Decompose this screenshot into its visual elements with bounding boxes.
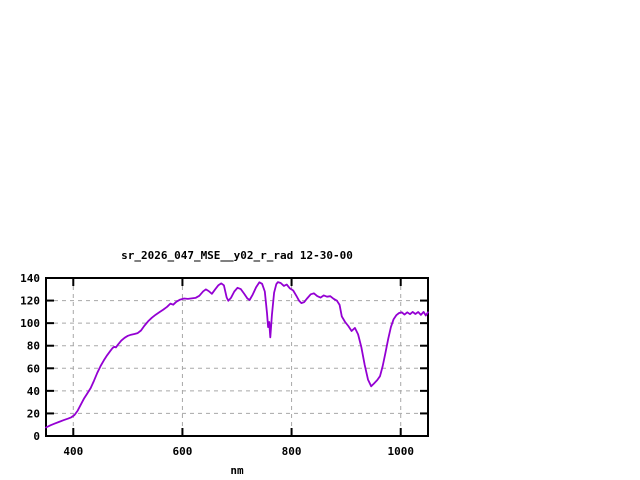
y-tick-label: 0 bbox=[33, 430, 40, 443]
chart-title: sr_2026_047_MSE__y02_r_rad 12-30-00 bbox=[121, 249, 353, 262]
x-tick-label: 1000 bbox=[387, 445, 414, 458]
y-tick-label: 100 bbox=[20, 317, 40, 330]
spectrum-line bbox=[45, 281, 429, 429]
y-tick-label: 20 bbox=[27, 407, 40, 420]
y-tick-label: 40 bbox=[27, 385, 40, 398]
x-tick-label: 600 bbox=[172, 445, 192, 458]
y-tick-label: 120 bbox=[20, 295, 40, 308]
plot-border bbox=[45, 277, 429, 437]
y-tick-label: 80 bbox=[27, 340, 40, 353]
x-tick-label: 400 bbox=[63, 445, 83, 458]
x-axis-label: nm bbox=[230, 464, 244, 477]
y-tick-label: 140 bbox=[20, 272, 40, 285]
y-tick-label: 60 bbox=[27, 362, 40, 375]
x-tick-label: 800 bbox=[282, 445, 302, 458]
